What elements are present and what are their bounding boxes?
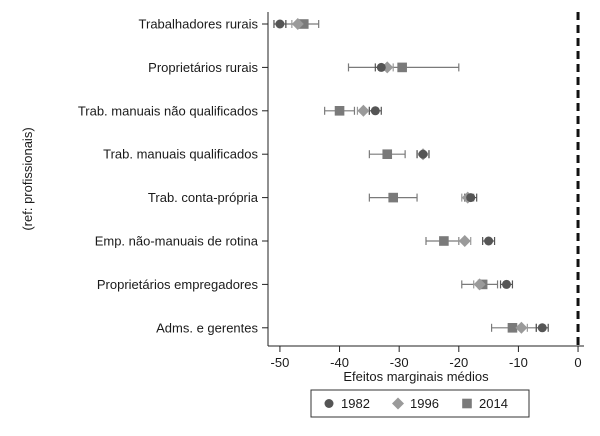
point-2014 (382, 149, 393, 159)
point-1982 (537, 323, 547, 333)
x-tick-label: -30 (390, 355, 409, 370)
x-tick-label: -40 (330, 355, 349, 370)
point-1982 (418, 149, 428, 159)
category-label: Trabalhadores rurais (139, 17, 259, 32)
point-1996 (458, 235, 471, 247)
x-tick-label: -10 (509, 355, 528, 370)
category-label: Emp. não-manuais de rotina (95, 234, 259, 249)
category-label: Proprietários rurais (148, 60, 258, 75)
category-label: Trab. conta-própria (148, 190, 259, 205)
point-1996 (291, 18, 304, 30)
point-1982 (484, 236, 494, 246)
plot-area: -50 -40 -30 -20 -10 0 Trabalhadores rurais Prop… (78, 12, 584, 370)
point-2014 (507, 323, 518, 333)
point-1982 (370, 106, 380, 116)
legend-marker-1982 (324, 399, 334, 408)
legend-box (310, 389, 530, 418)
category-label: Adms. e gerentes (156, 320, 258, 335)
legend-marker-2014 (462, 398, 472, 409)
x-axis-title: Efeitos marginais médios (343, 369, 489, 384)
point-1982 (275, 19, 285, 29)
legend: 1982 1996 2014 (310, 389, 530, 418)
category-label: Trab. manuais não qualificados (78, 103, 259, 118)
category-label: Proprietários empregadores (97, 277, 259, 292)
legend-label: 2014 (479, 396, 508, 411)
legend-label: 1996 (410, 396, 439, 411)
legend-label: 1982 (341, 396, 370, 411)
x-tick-label: 0 (574, 355, 581, 370)
point-1982 (376, 62, 386, 72)
x-tick-label: -50 (271, 355, 290, 370)
point-2014 (397, 62, 407, 73)
y-axis-title: (ref: profissionais) (20, 127, 35, 230)
x-tick-label: -20 (449, 355, 468, 370)
category-label: Trab. manuais qualificados (103, 147, 258, 162)
point-1996 (357, 104, 370, 117)
point-1982 (501, 279, 511, 289)
point-1996 (473, 278, 486, 291)
point-2014 (439, 236, 449, 246)
point-1996 (515, 321, 528, 334)
point-2014 (388, 192, 399, 203)
legend-marker-1996 (392, 397, 404, 410)
point-2014 (334, 106, 345, 116)
point-1982 (466, 193, 476, 203)
